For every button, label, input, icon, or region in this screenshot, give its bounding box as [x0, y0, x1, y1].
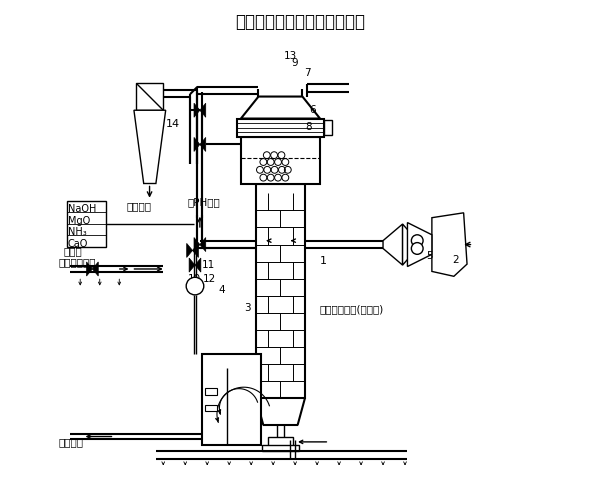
Polygon shape: [200, 137, 206, 152]
Text: 5: 5: [426, 251, 433, 261]
Polygon shape: [194, 238, 200, 251]
Polygon shape: [432, 213, 467, 276]
Text: CaO: CaO: [68, 239, 88, 248]
Text: 9: 9: [291, 58, 298, 68]
Text: 7: 7: [304, 68, 311, 78]
Bar: [205, 405, 217, 412]
Text: 14: 14: [166, 120, 180, 129]
Text: 8: 8: [305, 122, 311, 132]
Text: 除尘脱硫工艺与装备系统示图: 除尘脱硫工艺与装备系统示图: [235, 13, 365, 31]
Bar: [241, 137, 320, 183]
Polygon shape: [189, 258, 195, 272]
Polygon shape: [200, 238, 206, 251]
Bar: [136, 83, 163, 110]
Polygon shape: [195, 258, 201, 272]
Text: NH₃: NH₃: [68, 227, 86, 237]
Polygon shape: [200, 103, 206, 117]
Text: 11: 11: [202, 259, 215, 270]
Circle shape: [186, 277, 204, 295]
Bar: [262, 445, 299, 451]
Bar: [268, 438, 293, 446]
Text: 去PH调整: 去PH调整: [188, 198, 220, 207]
Polygon shape: [194, 137, 200, 152]
Polygon shape: [194, 103, 200, 117]
Polygon shape: [383, 224, 403, 265]
Polygon shape: [241, 96, 320, 119]
Text: 13: 13: [283, 51, 296, 61]
Polygon shape: [134, 110, 166, 183]
Text: 10: 10: [188, 274, 201, 284]
Text: 12: 12: [203, 274, 217, 284]
Text: 自锅炉冲渣水(工业水): 自锅炉冲渣水(工业水): [320, 304, 384, 314]
Text: 去引风机: 去引风机: [127, 201, 152, 211]
Polygon shape: [193, 244, 199, 257]
Circle shape: [412, 235, 423, 247]
Text: 去渣浆泵: 去渣浆泵: [58, 437, 83, 447]
Bar: [205, 388, 217, 395]
Circle shape: [412, 243, 423, 254]
Bar: [236, 119, 325, 137]
Bar: [202, 355, 261, 445]
Bar: [256, 183, 305, 399]
Polygon shape: [403, 224, 417, 265]
Text: NaOH: NaOH: [68, 204, 96, 214]
Text: 3: 3: [244, 303, 250, 314]
Text: 2: 2: [452, 254, 459, 265]
Bar: [67, 201, 106, 247]
Text: 4: 4: [218, 286, 224, 295]
Text: MgO: MgO: [68, 215, 90, 226]
Text: 1: 1: [320, 256, 326, 266]
Text: 吸收剂: 吸收剂: [63, 247, 82, 256]
Polygon shape: [187, 244, 193, 257]
Polygon shape: [86, 262, 92, 276]
Text: 6: 6: [309, 105, 316, 115]
Polygon shape: [407, 223, 432, 267]
Text: 自锅炉冲渣水: 自锅炉冲渣水: [58, 257, 96, 268]
Bar: [325, 121, 332, 135]
Polygon shape: [92, 262, 98, 276]
